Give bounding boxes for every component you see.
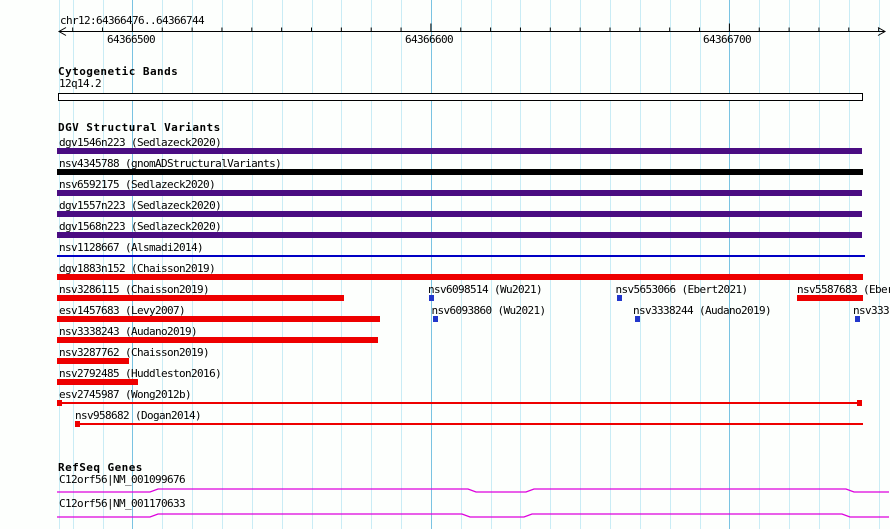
gridline-minor bbox=[878, 0, 880, 529]
section-header: RefSeq Genes bbox=[58, 460, 143, 474]
track-label[interactable]: C12orf56|NM_001170633 bbox=[59, 496, 186, 510]
gridline-minor bbox=[251, 0, 253, 529]
dgv1883n152-bar[interactable] bbox=[57, 274, 863, 280]
nsv5653066-label[interactable]: nsv5653066 (Ebert2021) bbox=[615, 283, 749, 296]
nsv1128667-label[interactable]: nsv1128667 (Alsmadi2014) bbox=[59, 241, 204, 254]
gridline-minor bbox=[818, 0, 820, 529]
dgv1883n152-label[interactable]: dgv1883n152 (Chaisson2019) bbox=[59, 262, 216, 275]
nsv2792485-bar[interactable] bbox=[57, 379, 138, 385]
gridline-minor bbox=[639, 0, 641, 529]
dgv1546n223-label[interactable]: dgv1546n223 (Sedlazeck2020) bbox=[59, 136, 222, 149]
esv2745987-line[interactable] bbox=[57, 402, 862, 404]
section-header: DGV Structural Variants bbox=[58, 120, 221, 134]
gridline-minor bbox=[371, 0, 373, 529]
axis-tick-label: 64366700 bbox=[703, 33, 752, 46]
nsv3286115-bar[interactable] bbox=[57, 295, 344, 301]
esv2745987-start-marker[interactable] bbox=[57, 399, 62, 406]
dgv1568n223-label[interactable]: dgv1568n223 (Sedlazeck2020) bbox=[59, 220, 222, 233]
gridline-major bbox=[729, 0, 731, 529]
gridline-minor bbox=[59, 0, 61, 529]
gridline-major bbox=[132, 0, 134, 529]
nsv5587683-label[interactable]: nsv5587683 (Eber bbox=[797, 283, 890, 296]
track-label: 12q14.2 bbox=[59, 76, 102, 90]
gridline-minor bbox=[789, 0, 791, 529]
nsv3338243-bar[interactable] bbox=[57, 337, 378, 343]
nsv958682-line[interactable] bbox=[75, 423, 863, 425]
nsv4345788-bar[interactable] bbox=[57, 169, 863, 175]
nsv6098514-label[interactable]: nsv6098514 (Wu2021) bbox=[428, 283, 543, 296]
axis-tick-label: 64366500 bbox=[107, 33, 156, 46]
gridline-minor bbox=[520, 0, 522, 529]
gridline-minor bbox=[221, 0, 223, 529]
nsv958682-label[interactable]: nsv958682 (Dogan2014) bbox=[75, 409, 202, 422]
gridline-minor bbox=[848, 0, 850, 529]
gridline-minor bbox=[72, 0, 74, 529]
esv2745987-label[interactable]: esv2745987 (Wong2012b) bbox=[59, 388, 192, 401]
coordinate-ruler bbox=[57, 23, 887, 36]
nsv333-clipped-label[interactable]: nsv333 bbox=[853, 304, 890, 317]
nsv6098514-point[interactable] bbox=[429, 295, 434, 301]
cytoband-12q14-2 bbox=[58, 92, 863, 101]
esv1457683-bar[interactable] bbox=[57, 316, 380, 322]
nsv5587683-bar[interactable] bbox=[797, 295, 863, 301]
nsv3286115-label[interactable]: nsv3286115 (Chaisson2019) bbox=[59, 283, 210, 296]
gridline-minor bbox=[102, 0, 104, 529]
gridline-minor bbox=[699, 0, 701, 529]
section-header: Cytogenetic Bands bbox=[58, 65, 179, 78]
gridline-minor bbox=[281, 0, 283, 529]
nsv958682-start-marker[interactable] bbox=[75, 420, 80, 427]
region-title: chr12:64366476..64366744 bbox=[60, 14, 205, 27]
esv2745987-end-marker[interactable] bbox=[857, 399, 862, 406]
gridline-minor bbox=[162, 0, 164, 529]
gridline-minor bbox=[550, 0, 552, 529]
nsv6592175-label[interactable]: nsv6592175 (Sedlazeck2020) bbox=[59, 178, 216, 191]
gridline-minor bbox=[311, 0, 313, 529]
gridline-minor bbox=[610, 0, 611, 529]
gridline-minor bbox=[490, 0, 492, 529]
track-label[interactable]: C12orf56|NM_001099676 bbox=[59, 472, 186, 486]
axis-tick-label: 64366600 bbox=[405, 33, 454, 46]
nsv6093860-point[interactable] bbox=[433, 316, 438, 322]
dgv1557n223-label[interactable]: dgv1557n223 (Sedlazeck2020) bbox=[59, 199, 222, 212]
gridline-minor bbox=[759, 0, 761, 529]
gridline-minor bbox=[580, 0, 582, 529]
dgv1568n223-bar[interactable] bbox=[57, 232, 862, 238]
nsv3338243-label[interactable]: nsv3338243 (Audano2019) bbox=[59, 325, 198, 338]
dgv1546n223-bar[interactable] bbox=[57, 148, 862, 154]
nsv3287762-label[interactable]: nsv3287762 (Chaisson2019) bbox=[59, 346, 210, 359]
nsv4345788-label[interactable]: nsv4345788 (gnomADStructuralVariants) bbox=[59, 157, 282, 170]
nsv1128667-line[interactable] bbox=[57, 255, 865, 257]
gridline-minor bbox=[669, 0, 671, 529]
gridline-minor bbox=[460, 0, 462, 529]
nsv2792485-label[interactable]: nsv2792485 (Huddleston2016) bbox=[59, 367, 222, 380]
gridline-minor bbox=[341, 0, 343, 529]
gridline-minor bbox=[401, 0, 403, 529]
esv1457683-label[interactable]: esv1457683 (Levy2007) bbox=[59, 304, 186, 317]
dgv1557n223-bar[interactable] bbox=[57, 211, 862, 217]
nsv333-clipped-point[interactable] bbox=[855, 316, 860, 322]
nsv3338244-point[interactable] bbox=[635, 316, 640, 322]
gridline-major bbox=[430, 0, 432, 529]
gridline-minor bbox=[192, 0, 194, 529]
nsv6592175-bar[interactable] bbox=[57, 190, 862, 196]
nsv3287762-bar[interactable] bbox=[57, 358, 129, 364]
nsv3338244-label[interactable]: nsv3338244 (Audano2019) bbox=[633, 304, 772, 317]
nsv6093860-label[interactable]: nsv6093860 (Wu2021) bbox=[431, 304, 547, 317]
nsv5653066-point[interactable] bbox=[616, 295, 622, 301]
